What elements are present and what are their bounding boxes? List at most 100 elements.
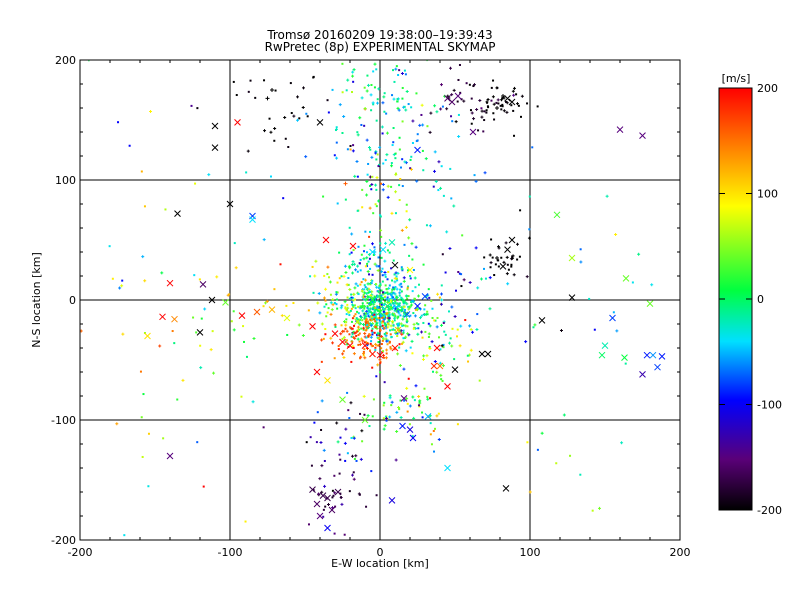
scatter-plus-marker (343, 181, 348, 186)
scatter-dot (392, 127, 395, 130)
scatter-dot (287, 146, 290, 149)
scatter-plus (340, 304, 344, 308)
scatter-x-marker (504, 95, 511, 102)
scatter-plus (359, 316, 363, 320)
scatter-dot (372, 56, 374, 58)
scatter-plus (383, 424, 387, 428)
scatter-plus (410, 339, 414, 343)
colorbar-tick-label: 0 (757, 293, 764, 306)
scatter-plus (283, 115, 287, 119)
scatter-plus (502, 109, 506, 113)
scatter-x-marker (309, 323, 316, 330)
scatter-plus (384, 334, 388, 338)
scatter-dot (397, 322, 400, 325)
scatter-plus (331, 506, 335, 510)
scatter-plus (393, 292, 397, 296)
scatter-dot (338, 277, 341, 280)
scatter-plus-marker (501, 94, 505, 98)
scatter-plus (384, 337, 388, 341)
scatter-dot (390, 162, 393, 165)
scatter-dot (273, 139, 276, 142)
scatter-dot (364, 286, 367, 289)
scatter-dot (412, 312, 415, 315)
scatter-dot (380, 289, 383, 292)
scatter-plus (413, 314, 417, 318)
scatter-plus (378, 358, 382, 362)
scatter-dot (370, 109, 373, 112)
scatter-plus (394, 190, 398, 194)
scatter-dot (354, 307, 357, 310)
scatter-dot (342, 350, 345, 353)
scatter-x-marker (430, 362, 438, 370)
scatter-dot (307, 309, 310, 312)
scatter-plus (381, 353, 385, 357)
scatter-plus (342, 115, 346, 119)
scatter-dot (380, 304, 383, 307)
scatter-plus (373, 62, 377, 66)
scatter-dot (196, 441, 199, 444)
scatter-dot (434, 427, 437, 430)
scatter-x-marker (433, 344, 441, 352)
scatter-dot (457, 113, 460, 116)
scatter-dot (429, 433, 432, 436)
scatter-plus (408, 404, 412, 408)
scatter-x-marker (331, 330, 339, 337)
scatter-dot (390, 304, 393, 307)
scatter-dot (406, 325, 409, 328)
scatter-dot (420, 113, 423, 116)
scatter-dot (375, 494, 378, 497)
scatter-plus (446, 94, 450, 98)
scatter-dot (458, 63, 461, 66)
scatter-dot (393, 80, 396, 83)
scatter-dot (327, 111, 330, 114)
scatter-dot (320, 428, 323, 431)
scatter-plus (439, 107, 443, 111)
scatter-dot (405, 313, 408, 316)
scatter-plus (437, 160, 441, 164)
scatter-plus (436, 292, 440, 296)
scatter-dot (194, 182, 197, 185)
scatter-dot (402, 337, 405, 340)
scatter-plus (496, 245, 500, 249)
scatter-plus (400, 267, 404, 271)
scatter-plus (512, 93, 516, 97)
scatter-dot (373, 86, 376, 89)
scatter-dot (395, 275, 398, 278)
scatter-plus (378, 145, 382, 149)
scatter-x-marker (601, 342, 609, 349)
scatter-plus (362, 257, 366, 261)
scatter-dot (402, 305, 405, 308)
scatter-dot (199, 344, 202, 347)
scatter-dot (393, 304, 396, 307)
scatter-dot (336, 291, 339, 294)
scatter-dot (322, 515, 325, 518)
scatter-dot (468, 83, 471, 86)
scatter-dot (369, 304, 372, 307)
scatter-plus (396, 305, 400, 309)
scatter-plus (314, 259, 318, 263)
scatter-dot (401, 158, 404, 161)
scatter-dot (375, 158, 378, 161)
scatter-dot (309, 275, 312, 278)
scatter-plus (340, 502, 344, 506)
scatter-dot (377, 305, 380, 308)
scatter-plus (302, 86, 306, 90)
scatter-x-marker (316, 512, 324, 520)
scatter-plus (115, 422, 119, 426)
scatter-plus (400, 297, 404, 301)
scatter-dot (381, 316, 384, 319)
scatter-dot (489, 266, 492, 269)
scatter-dot (140, 416, 143, 419)
scatter-plus (264, 301, 268, 305)
scatter-dot (363, 86, 366, 89)
scatter-dot (376, 294, 379, 297)
y-tick-label: -100 (51, 414, 76, 427)
scatter-plus (495, 86, 499, 90)
scatter-x-marker (414, 146, 421, 154)
scatter-dot (444, 271, 447, 274)
chart-title-line1: Tromsø 20160209 19:38:00–19:39:43 (267, 28, 493, 42)
scatter-dot (340, 275, 343, 278)
scatter-dot (485, 111, 488, 114)
scatter-dot (421, 411, 424, 414)
scatter-dot (483, 119, 486, 122)
